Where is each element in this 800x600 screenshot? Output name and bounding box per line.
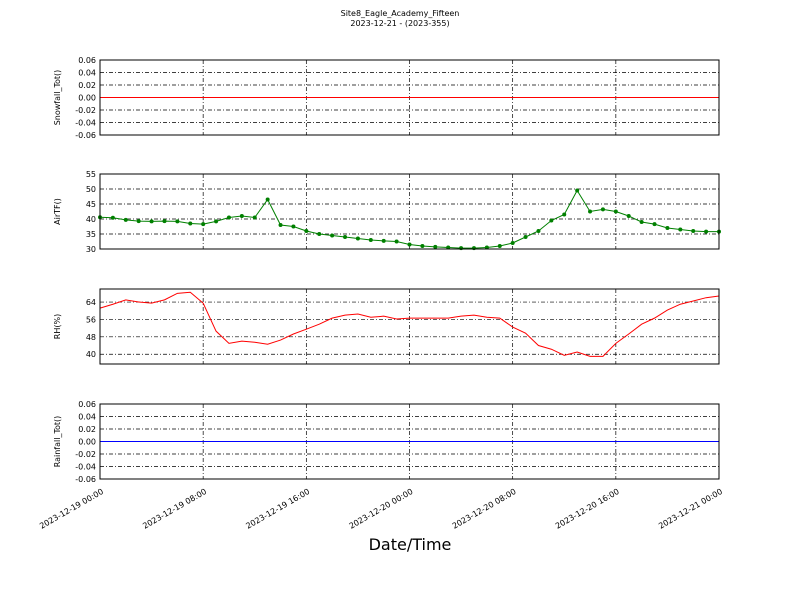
- data-point: [523, 235, 528, 239]
- y-axis-label: AirTF(): [53, 198, 62, 225]
- data-point: [201, 222, 206, 227]
- chart-subtitle: 2023-12-21 - (2023-355): [350, 19, 449, 28]
- data-point: [704, 229, 709, 234]
- y-tick-label: 0.04: [78, 413, 96, 422]
- y-tick-label: 56: [86, 315, 96, 324]
- x-axis-label: Date/Time: [369, 535, 452, 554]
- y-tick-label: 64: [86, 298, 96, 307]
- data-point: [214, 219, 219, 224]
- plot-frame: [99, 288, 720, 365]
- plot-frame: [99, 173, 720, 250]
- data-point: [536, 229, 541, 233]
- y-tick-label: -0.06: [75, 131, 96, 140]
- data-point: [110, 215, 115, 220]
- y-axis-label: RH(%): [53, 314, 62, 339]
- y-axis-label: Snowfall_Tot(): [53, 70, 62, 126]
- data-point: [665, 226, 670, 230]
- data-point: [175, 219, 180, 224]
- data-point: [562, 212, 567, 217]
- y-tick-label: 45: [86, 200, 96, 209]
- data-point: [420, 244, 425, 248]
- data-line: [99, 291, 720, 357]
- data-point: [278, 223, 283, 227]
- data-point: [239, 214, 244, 218]
- y-tick-label: 0.04: [78, 69, 96, 78]
- data-point: [407, 242, 412, 247]
- y-tick-label: -0.04: [75, 463, 96, 472]
- data-point: [330, 233, 335, 238]
- y-tick-label: 40: [86, 350, 96, 359]
- y-tick-label: -0.02: [75, 106, 96, 115]
- plot-frame: [99, 59, 720, 136]
- chart-title: Site8_Eagle_Academy_Fifteen: [341, 9, 460, 18]
- y-tick-label: 0.06: [78, 400, 96, 409]
- y-tick-label: 0.02: [78, 425, 96, 434]
- data-point: [626, 214, 631, 218]
- y-tick-label: 35: [86, 230, 96, 239]
- data-point: [149, 219, 154, 224]
- data-point: [252, 215, 257, 220]
- y-tick-label: 50: [86, 185, 96, 194]
- data-point: [613, 209, 618, 214]
- y-tick-label: -0.02: [75, 450, 96, 459]
- y-tick-label: 48: [86, 333, 96, 342]
- data-point: [497, 244, 502, 248]
- y-tick-label: 55: [86, 170, 96, 179]
- data-point: [678, 227, 683, 232]
- data-point: [188, 221, 193, 226]
- data-point: [136, 219, 141, 224]
- data-point: [639, 220, 644, 224]
- y-tick-label: -0.06: [75, 475, 96, 484]
- y-tick-label: 0.06: [78, 56, 96, 65]
- data-point: [304, 229, 309, 233]
- data-point: [265, 197, 270, 202]
- data-point: [691, 229, 696, 233]
- data-point: [433, 244, 438, 249]
- data-point: [291, 224, 296, 229]
- data-point: [549, 218, 554, 223]
- y-tick-label: -0.04: [75, 119, 96, 128]
- data-point: [652, 222, 657, 227]
- data-point: [394, 239, 399, 244]
- data-point: [575, 188, 580, 193]
- plot-frame: [99, 403, 720, 480]
- y-tick-label: 40: [86, 215, 96, 224]
- data-point: [355, 236, 360, 241]
- y-axis-label: Rainfall_Tot(): [53, 416, 62, 468]
- y-tick-label: 0.00: [78, 94, 96, 103]
- y-tick-label: 0.02: [78, 81, 96, 90]
- data-point: [588, 209, 593, 214]
- data-point: [317, 232, 322, 236]
- data-point: [381, 238, 386, 243]
- data-point: [510, 241, 515, 245]
- y-tick-label: 30: [86, 245, 96, 254]
- data-point: [162, 219, 167, 224]
- data-point: [600, 207, 605, 212]
- data-point: [343, 235, 348, 239]
- data-point: [368, 238, 373, 242]
- data-point: [123, 217, 128, 222]
- y-tick-label: 0.00: [78, 438, 96, 447]
- data-point: [226, 215, 231, 220]
